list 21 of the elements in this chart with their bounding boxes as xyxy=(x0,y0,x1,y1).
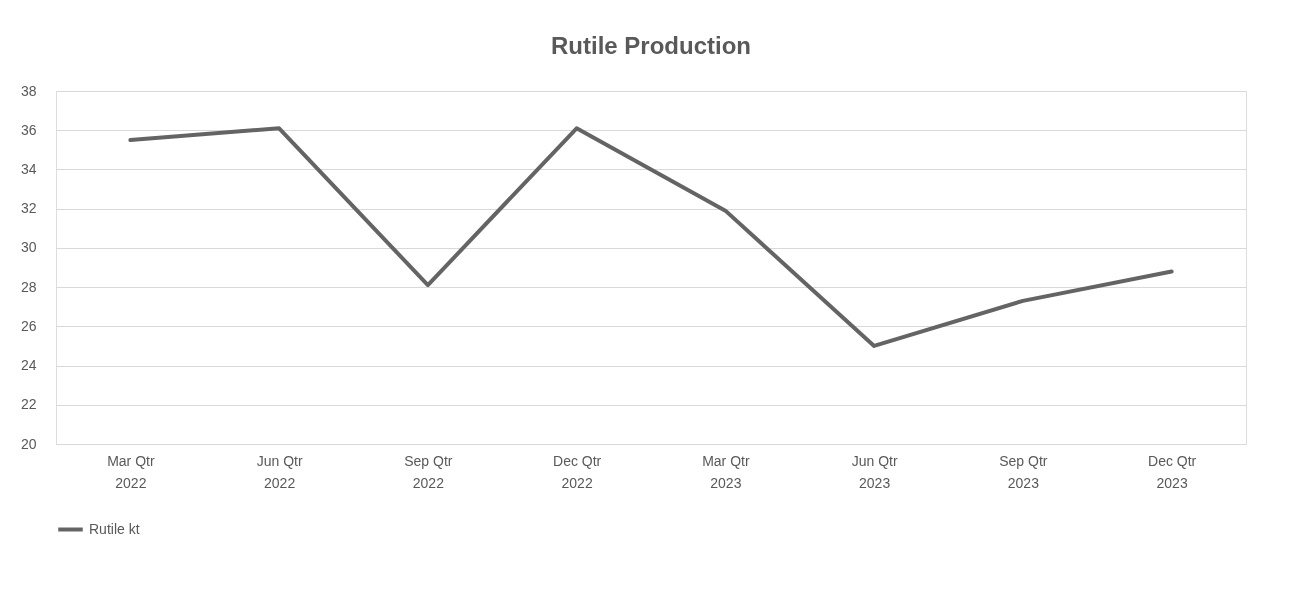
x-tick-label: Dec Qtr 2023 xyxy=(1148,452,1197,491)
y-tick-label: 36 xyxy=(20,121,37,138)
x-tick-label: Mar Qtr 2022 xyxy=(107,452,155,491)
y-tick-label: 30 xyxy=(20,239,37,256)
legend-label: Rutile kt xyxy=(89,520,140,537)
y-tick-label: 22 xyxy=(20,396,37,413)
y-tick-label: 26 xyxy=(20,317,37,334)
x-tick-label: Sep Qtr 2022 xyxy=(404,452,453,491)
x-tick-label: Mar Qtr 2023 xyxy=(702,452,750,491)
y-tick-label: 20 xyxy=(20,435,37,452)
x-tick-label: Jun Qtr 2022 xyxy=(256,452,303,491)
chart-title: Rutile Production xyxy=(551,32,751,59)
x-tick-label: Sep Qtr 2023 xyxy=(999,452,1048,491)
y-tick-label: 32 xyxy=(20,200,37,217)
y-tick-label: 24 xyxy=(20,357,37,374)
y-tick-label: 38 xyxy=(20,82,37,99)
y-tick-label: 34 xyxy=(20,160,37,177)
x-tick-label: Jun Qtr 2023 xyxy=(851,452,898,491)
line-series xyxy=(128,126,1174,348)
y-tick-label: 28 xyxy=(20,278,37,295)
x-tick-label: Dec Qtr 2022 xyxy=(553,452,602,491)
